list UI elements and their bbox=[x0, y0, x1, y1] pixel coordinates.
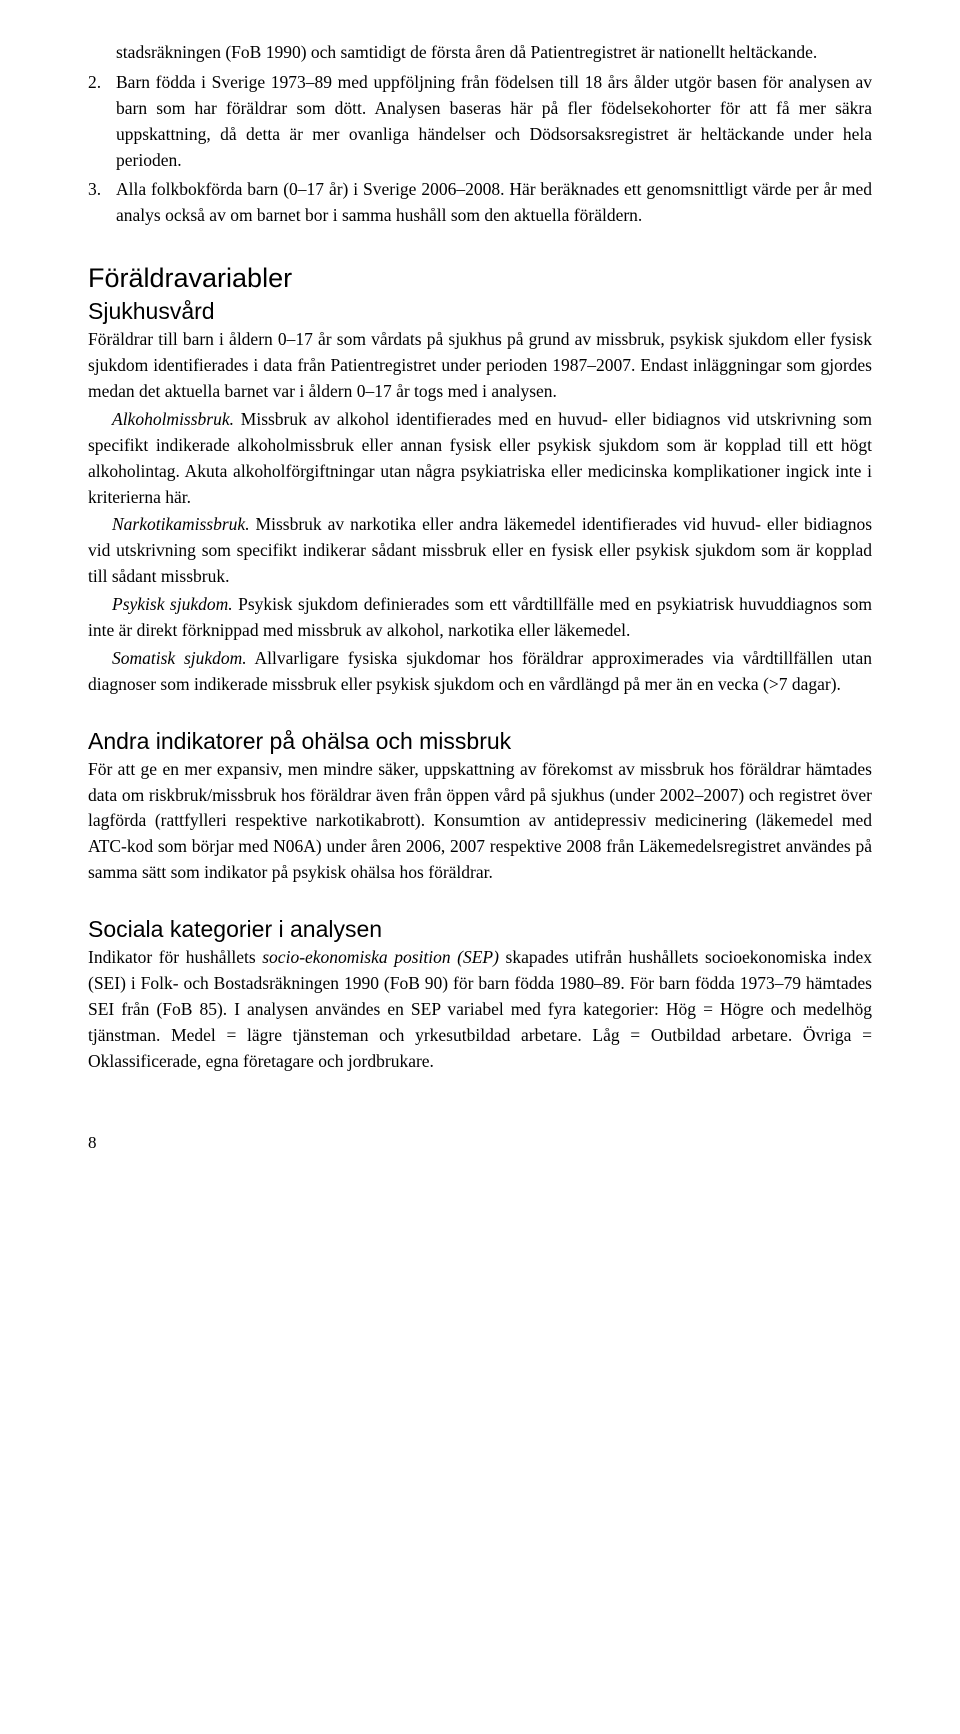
list-number: 2. bbox=[88, 70, 116, 174]
paragraph: Föräldrar till barn i åldern 0–17 år som… bbox=[88, 327, 872, 405]
list-item: 2. Barn födda i Sverige 1973–89 med uppf… bbox=[88, 70, 872, 174]
list-number: 3. bbox=[88, 177, 116, 229]
section-heading-foraldravariabler: Föräldravariabler bbox=[88, 263, 872, 294]
list-text: stadsräkningen (FoB 1990) och samtidigt … bbox=[116, 40, 872, 66]
list-item: stadsräkningen (FoB 1990) och samtidigt … bbox=[88, 40, 872, 66]
subsection-heading-sociala-kategorier: Sociala kategorier i analysen bbox=[88, 916, 872, 943]
list-number bbox=[88, 40, 116, 66]
list-item: 3. Alla folkbokförda barn (0–17 år) i Sv… bbox=[88, 177, 872, 229]
paragraph: Somatisk sjukdom. Allvarligare fysiska s… bbox=[88, 646, 872, 698]
paragraph-italic: socio-ekonomiska position (SEP) bbox=[262, 947, 499, 967]
paragraph-lead: Alkoholmissbruk. bbox=[112, 409, 234, 429]
list-text: Alla folkbokförda barn (0–17 år) i Sveri… bbox=[116, 177, 872, 229]
page-number: 8 bbox=[88, 1133, 872, 1153]
subsection-heading-sjukhusvard: Sjukhusvård bbox=[88, 298, 872, 325]
paragraph-lead: Psykisk sjukdom. bbox=[112, 594, 233, 614]
paragraph: Indikator för hushållets socio-ekonomisk… bbox=[88, 945, 872, 1074]
paragraph: För att ge en mer expansiv, men mindre s… bbox=[88, 757, 872, 886]
paragraph: Psykisk sjukdom. Psykisk sjukdom definie… bbox=[88, 592, 872, 644]
paragraph-lead: Somatisk sjukdom. bbox=[112, 648, 247, 668]
paragraph-body: Indikator för hushållets bbox=[88, 947, 262, 967]
list-text: Barn födda i Sverige 1973–89 med uppfölj… bbox=[116, 70, 872, 174]
page-container: stadsräkningen (FoB 1990) och samtidigt … bbox=[0, 0, 960, 1203]
paragraph: Alkoholmissbruk. Missbruk av alkohol ide… bbox=[88, 407, 872, 511]
paragraph-lead: Narkotikamissbruk. bbox=[112, 514, 250, 534]
paragraph: Narkotikamissbruk. Missbruk av narkotika… bbox=[88, 512, 872, 590]
subsection-heading-andra-indikatorer: Andra indikatorer på ohälsa och missbruk bbox=[88, 728, 872, 755]
